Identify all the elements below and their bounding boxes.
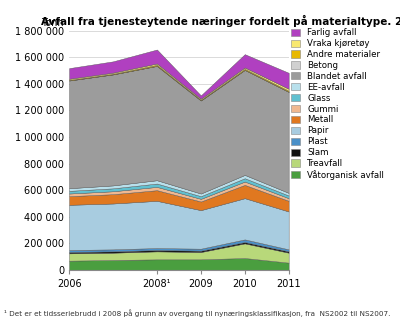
- Text: Tonn: Tonn: [40, 18, 63, 28]
- Text: ¹ Det er et tidsseriebrudd i 2008 på grunn av overgang til nynæringsklassifikasj: ¹ Det er et tidsseriebrudd i 2008 på gru…: [4, 309, 390, 317]
- Legend: Farlig avfall, Vraka kjøretøy, Andre materialer, Betong, Blandet avfall, EE-avfa: Farlig avfall, Vraka kjøretøy, Andre mat…: [291, 28, 384, 180]
- Text: Avfall fra tjenesteytende næringer fordelt på materialtype. 2006-2011¹: Avfall fra tjenesteytende næringer forde…: [40, 15, 400, 27]
